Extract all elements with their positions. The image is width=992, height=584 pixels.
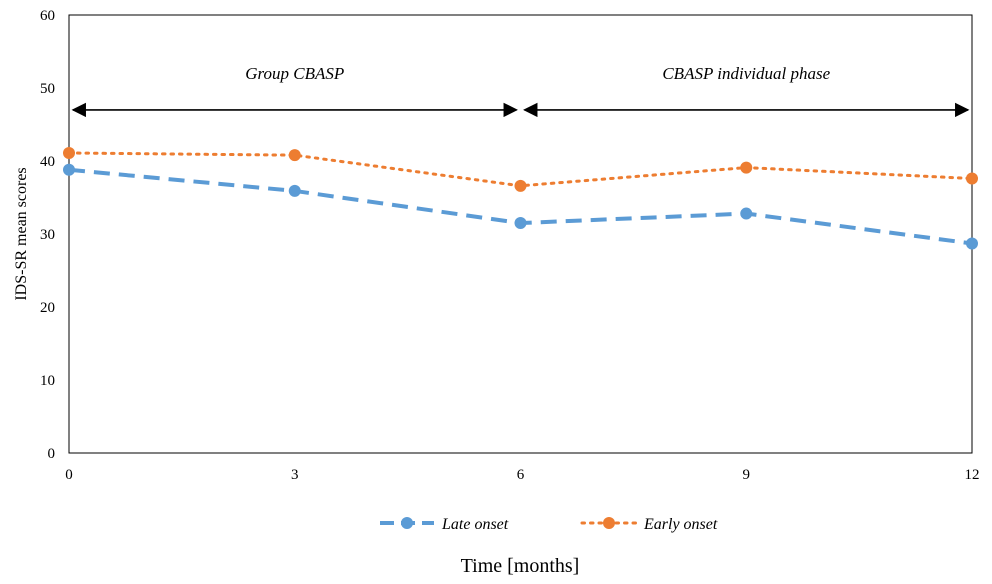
x-axis-ticks: 0 3 6 9 12 bbox=[65, 467, 979, 483]
legend-swatch-marker-early-onset bbox=[603, 517, 615, 529]
data-point-late-onset bbox=[514, 217, 527, 230]
legend-label-early-onset: Early onset bbox=[643, 516, 718, 533]
y-tick-label: 0 bbox=[48, 446, 56, 462]
y-axis-label: IDS-SR mean scores bbox=[13, 167, 30, 300]
y-tick-label: 50 bbox=[40, 81, 55, 97]
legend: Late onset Early onset bbox=[380, 516, 718, 533]
data-point-early-onset bbox=[966, 172, 978, 185]
x-tick-label: 6 bbox=[517, 467, 525, 483]
x-tick-label: 3 bbox=[291, 467, 299, 483]
x-axis-label: Time [months] bbox=[461, 555, 580, 577]
data-point-late-onset bbox=[966, 237, 978, 250]
y-axis-ticks: 0 10 20 30 40 50 60 bbox=[40, 8, 55, 462]
x-tick-label: 12 bbox=[965, 467, 980, 483]
legend-label-late-onset: Late onset bbox=[441, 516, 509, 533]
data-point-late-onset bbox=[63, 163, 75, 176]
legend-swatch-marker-late-onset bbox=[401, 517, 413, 529]
x-tick-label: 0 bbox=[65, 467, 73, 483]
plot-area-frame bbox=[68, 14, 973, 454]
y-tick-label: 20 bbox=[40, 300, 55, 316]
y-tick-label: 40 bbox=[40, 154, 55, 170]
data-point-early-onset bbox=[514, 179, 527, 192]
y-tick-label: 30 bbox=[40, 227, 55, 243]
data-point-early-onset bbox=[740, 161, 753, 174]
phase-annotations: Group CBASP CBASP individual phase bbox=[71, 64, 970, 118]
data-point-early-onset bbox=[63, 146, 75, 159]
data-series bbox=[63, 146, 978, 250]
y-tick-label: 60 bbox=[40, 8, 55, 24]
data-point-late-onset bbox=[288, 184, 301, 197]
y-tick-label: 10 bbox=[40, 373, 55, 389]
phase-label: Group CBASP bbox=[245, 64, 344, 83]
x-tick-label: 9 bbox=[743, 467, 751, 483]
data-point-late-onset bbox=[740, 207, 753, 220]
data-point-early-onset bbox=[288, 149, 301, 162]
phase-label: CBASP individual phase bbox=[662, 64, 830, 83]
